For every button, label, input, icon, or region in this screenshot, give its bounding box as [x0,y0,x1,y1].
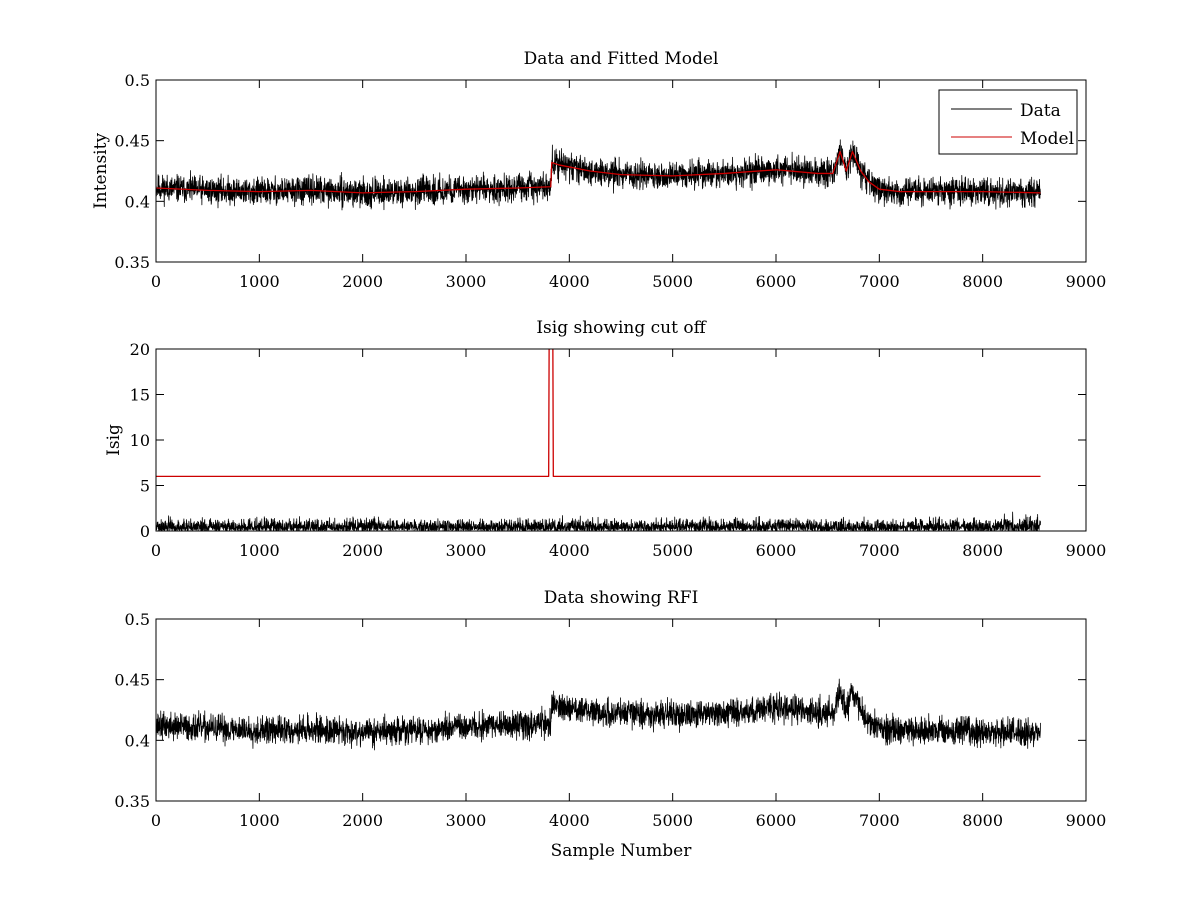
y-tick-label: 20 [130,340,150,359]
x-tick-label: 4000 [549,811,590,830]
plot-frame [155,79,1087,263]
x-tick-label: 6000 [756,811,797,830]
panel-title: Data and Fitted Model [524,49,719,69]
panel-data-showing-rfi: Data showing RFI Sample Number 0 1000 2000… [114,588,1106,861]
x-tick-label: 2000 [342,541,383,560]
x-tick-label: 6000 [756,541,797,560]
x-tick-label: 2000 [342,811,383,830]
x-tick-label: 7000 [859,272,900,291]
y-tick-label: 0.4 [125,731,150,750]
x-tick-label: 1000 [239,541,280,560]
y-tick-label: 15 [130,386,150,405]
x-tick-label: 4000 [549,272,590,291]
y-tick-label: 5 [140,477,150,496]
x-tick-label: 3000 [446,811,487,830]
panel-title: Isig showing cut off [536,318,707,338]
panel-data-and-fitted-model: Data and Fitted Model Intensity 0 1000 200… [91,49,1106,291]
x-axis-label: Sample Number [551,841,693,861]
x-tick-label: 0 [151,541,161,560]
y-axis-label: Isig [104,424,124,456]
legend-label-model: Model [1020,129,1074,149]
x-tick-label: 5000 [652,811,693,830]
x-tick-label: 6000 [756,272,797,291]
x-tick-label: 9000 [1066,811,1107,830]
plot-frame [155,618,1087,802]
legend-label-data: Data [1020,101,1061,121]
y-tick-label: 0.5 [125,71,150,90]
y-tick-label: 0 [140,522,150,541]
x-tick-label: 8000 [962,541,1003,560]
panel-title: Data showing RFI [544,588,699,608]
x-tick-label: 2000 [342,272,383,291]
plot-frame [155,348,1087,532]
x-tick-label: 5000 [652,541,693,560]
x-tick-label: 7000 [859,541,900,560]
y-tick-label: 0.45 [114,132,150,151]
y-tick-label: 0.35 [114,792,150,811]
y-tick-label: 0.35 [114,253,150,272]
series-line-isig [156,511,1041,531]
x-tick-label: 0 [151,811,161,830]
x-tick-label: 1000 [239,272,280,291]
legend: Data Model [938,89,1078,155]
y-tick-label: 10 [130,431,150,450]
x-tick-label: 3000 [446,541,487,560]
legend-box [938,89,1078,155]
x-tick-label: 4000 [549,541,590,560]
y-axis-label: Intensity [91,133,111,209]
x-tick-label: 9000 [1066,272,1107,291]
y-tick-label: 0.45 [114,671,150,690]
x-tick-label: 8000 [962,811,1003,830]
x-tick-label: 8000 [962,272,1003,291]
x-tick-label: 5000 [652,272,693,291]
x-tick-label: 1000 [239,811,280,830]
series-line-data [156,678,1041,751]
x-tick-label: 7000 [859,811,900,830]
series-line-model [156,150,1041,194]
x-tick-label: 3000 [446,272,487,291]
series-line-data [156,139,1041,211]
series-line-cut-off [156,349,1041,478]
y-tick-label: 0.5 [125,610,150,629]
x-tick-label: 0 [151,272,161,291]
x-tick-label: 9000 [1066,541,1107,560]
y-tick-label: 0.4 [125,192,150,211]
panel-isig-showing-cut-off: Isig showing cut off Isig 0 1000 2000 3000 4… [104,318,1106,560]
